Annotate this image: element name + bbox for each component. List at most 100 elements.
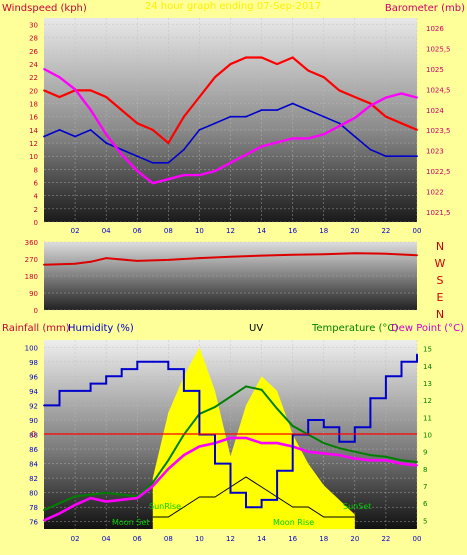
wind-tick-label: 26 [29,48,38,56]
data-point [136,360,139,363]
wind-x-tick-label: 14 [257,227,266,235]
uv-label: UV [249,323,263,334]
data-point [120,153,123,156]
temperature-x-tick-label: 20 [350,535,359,543]
data-point [182,115,185,118]
barometer-tick-label: 1024,5 [426,86,451,94]
data-point [89,382,92,385]
data-point [276,442,279,444]
data-point [105,257,108,259]
humidity-tick-label: 96 [29,373,38,381]
data-point [229,395,232,398]
wind-x-tick-label: 18 [319,227,328,235]
data-point [400,360,403,363]
data-point [229,255,232,258]
data-point [400,459,403,462]
temperature-x-tick-label: 04 [102,535,111,543]
data-point [229,161,232,164]
data-point [291,102,294,105]
data-point [43,135,45,138]
humidity-tick-label: 80 [29,490,38,498]
data-point [89,128,92,131]
chart-title: 24 hour graph ending 07-Sep-2017 [145,1,321,12]
wind-tick-label: 2 [34,206,38,214]
data-point [307,450,310,453]
wind-x-tick-label: 20 [350,227,359,235]
data-point [229,491,232,494]
data-point [151,182,154,185]
data-point [89,260,92,263]
sunset-label: SunSet [343,502,371,511]
series-line-uv-index [152,476,355,518]
data-point [276,141,279,144]
data-point [322,76,325,79]
data-point [338,447,341,450]
direction-tick-label: 360 [25,239,38,247]
direction-tick-label: 0 [34,307,38,315]
data-point [260,145,263,148]
data-point [120,109,123,112]
data-point [120,148,123,151]
data-point [182,148,185,151]
data-point [416,464,418,467]
data-point [260,56,263,59]
data-point [229,63,232,65]
data-point [74,262,76,265]
barometer-tick-label: 1021,5 [426,209,451,217]
data-point [385,115,387,118]
humidity-tick-label: 92 [29,402,38,410]
wind-tick-label: 20 [29,87,38,95]
barometer-tick-label: 1023,5 [426,127,451,135]
data-point [151,481,154,484]
data-point [214,406,216,408]
data-point [105,500,108,503]
direction-series [43,252,418,266]
wind-x-tick-label: 02 [71,227,80,235]
data-point [369,459,372,462]
data-point [260,109,263,112]
data-point [260,388,263,391]
temperature-x-tick-label: 12 [226,535,235,543]
data-point [400,155,403,158]
series-line-humidity [44,354,418,509]
data-point [214,76,216,79]
data-point [74,495,76,498]
humidity-label: Humidity (%) [68,323,134,334]
compass-letter: S [437,274,444,287]
data-point [385,252,387,255]
data-point [291,56,294,59]
wind-x-tick-label: 22 [381,227,390,235]
wind-x-tick-label: 08 [164,227,173,235]
data-point [291,425,294,427]
temperature-tick-label: 5 [423,517,427,525]
wind-tick-label: 0 [34,219,38,227]
data-point [151,485,154,487]
data-point [245,506,247,509]
data-point [353,457,356,460]
temperature-x-tick-label: 06 [133,535,142,543]
data-point [214,170,216,172]
data-point [385,459,387,462]
data-point [416,254,418,257]
temperature-x-tick-label: 14 [257,535,266,543]
data-point [58,76,61,79]
data-point [400,122,403,125]
data-point [89,89,92,92]
data-point [120,493,123,496]
data-point [214,122,216,125]
temperature-x-tick-label: 08 [164,535,173,543]
barometer-tick-label: 1025,5 [426,46,451,54]
wind-x-tick-label: 10 [195,227,204,235]
data-point [74,389,76,392]
humidity-tick-label: 100 [25,344,38,352]
data-point [322,115,325,118]
data-point [400,92,403,95]
data-point [276,109,279,112]
data-point [74,88,76,91]
data-point [43,509,45,511]
data-point [167,368,170,370]
moonrise-label: Moon Rise [273,518,314,527]
data-point [136,155,139,158]
temperature-x-tick-label: 18 [319,535,328,543]
data-point [276,469,279,472]
